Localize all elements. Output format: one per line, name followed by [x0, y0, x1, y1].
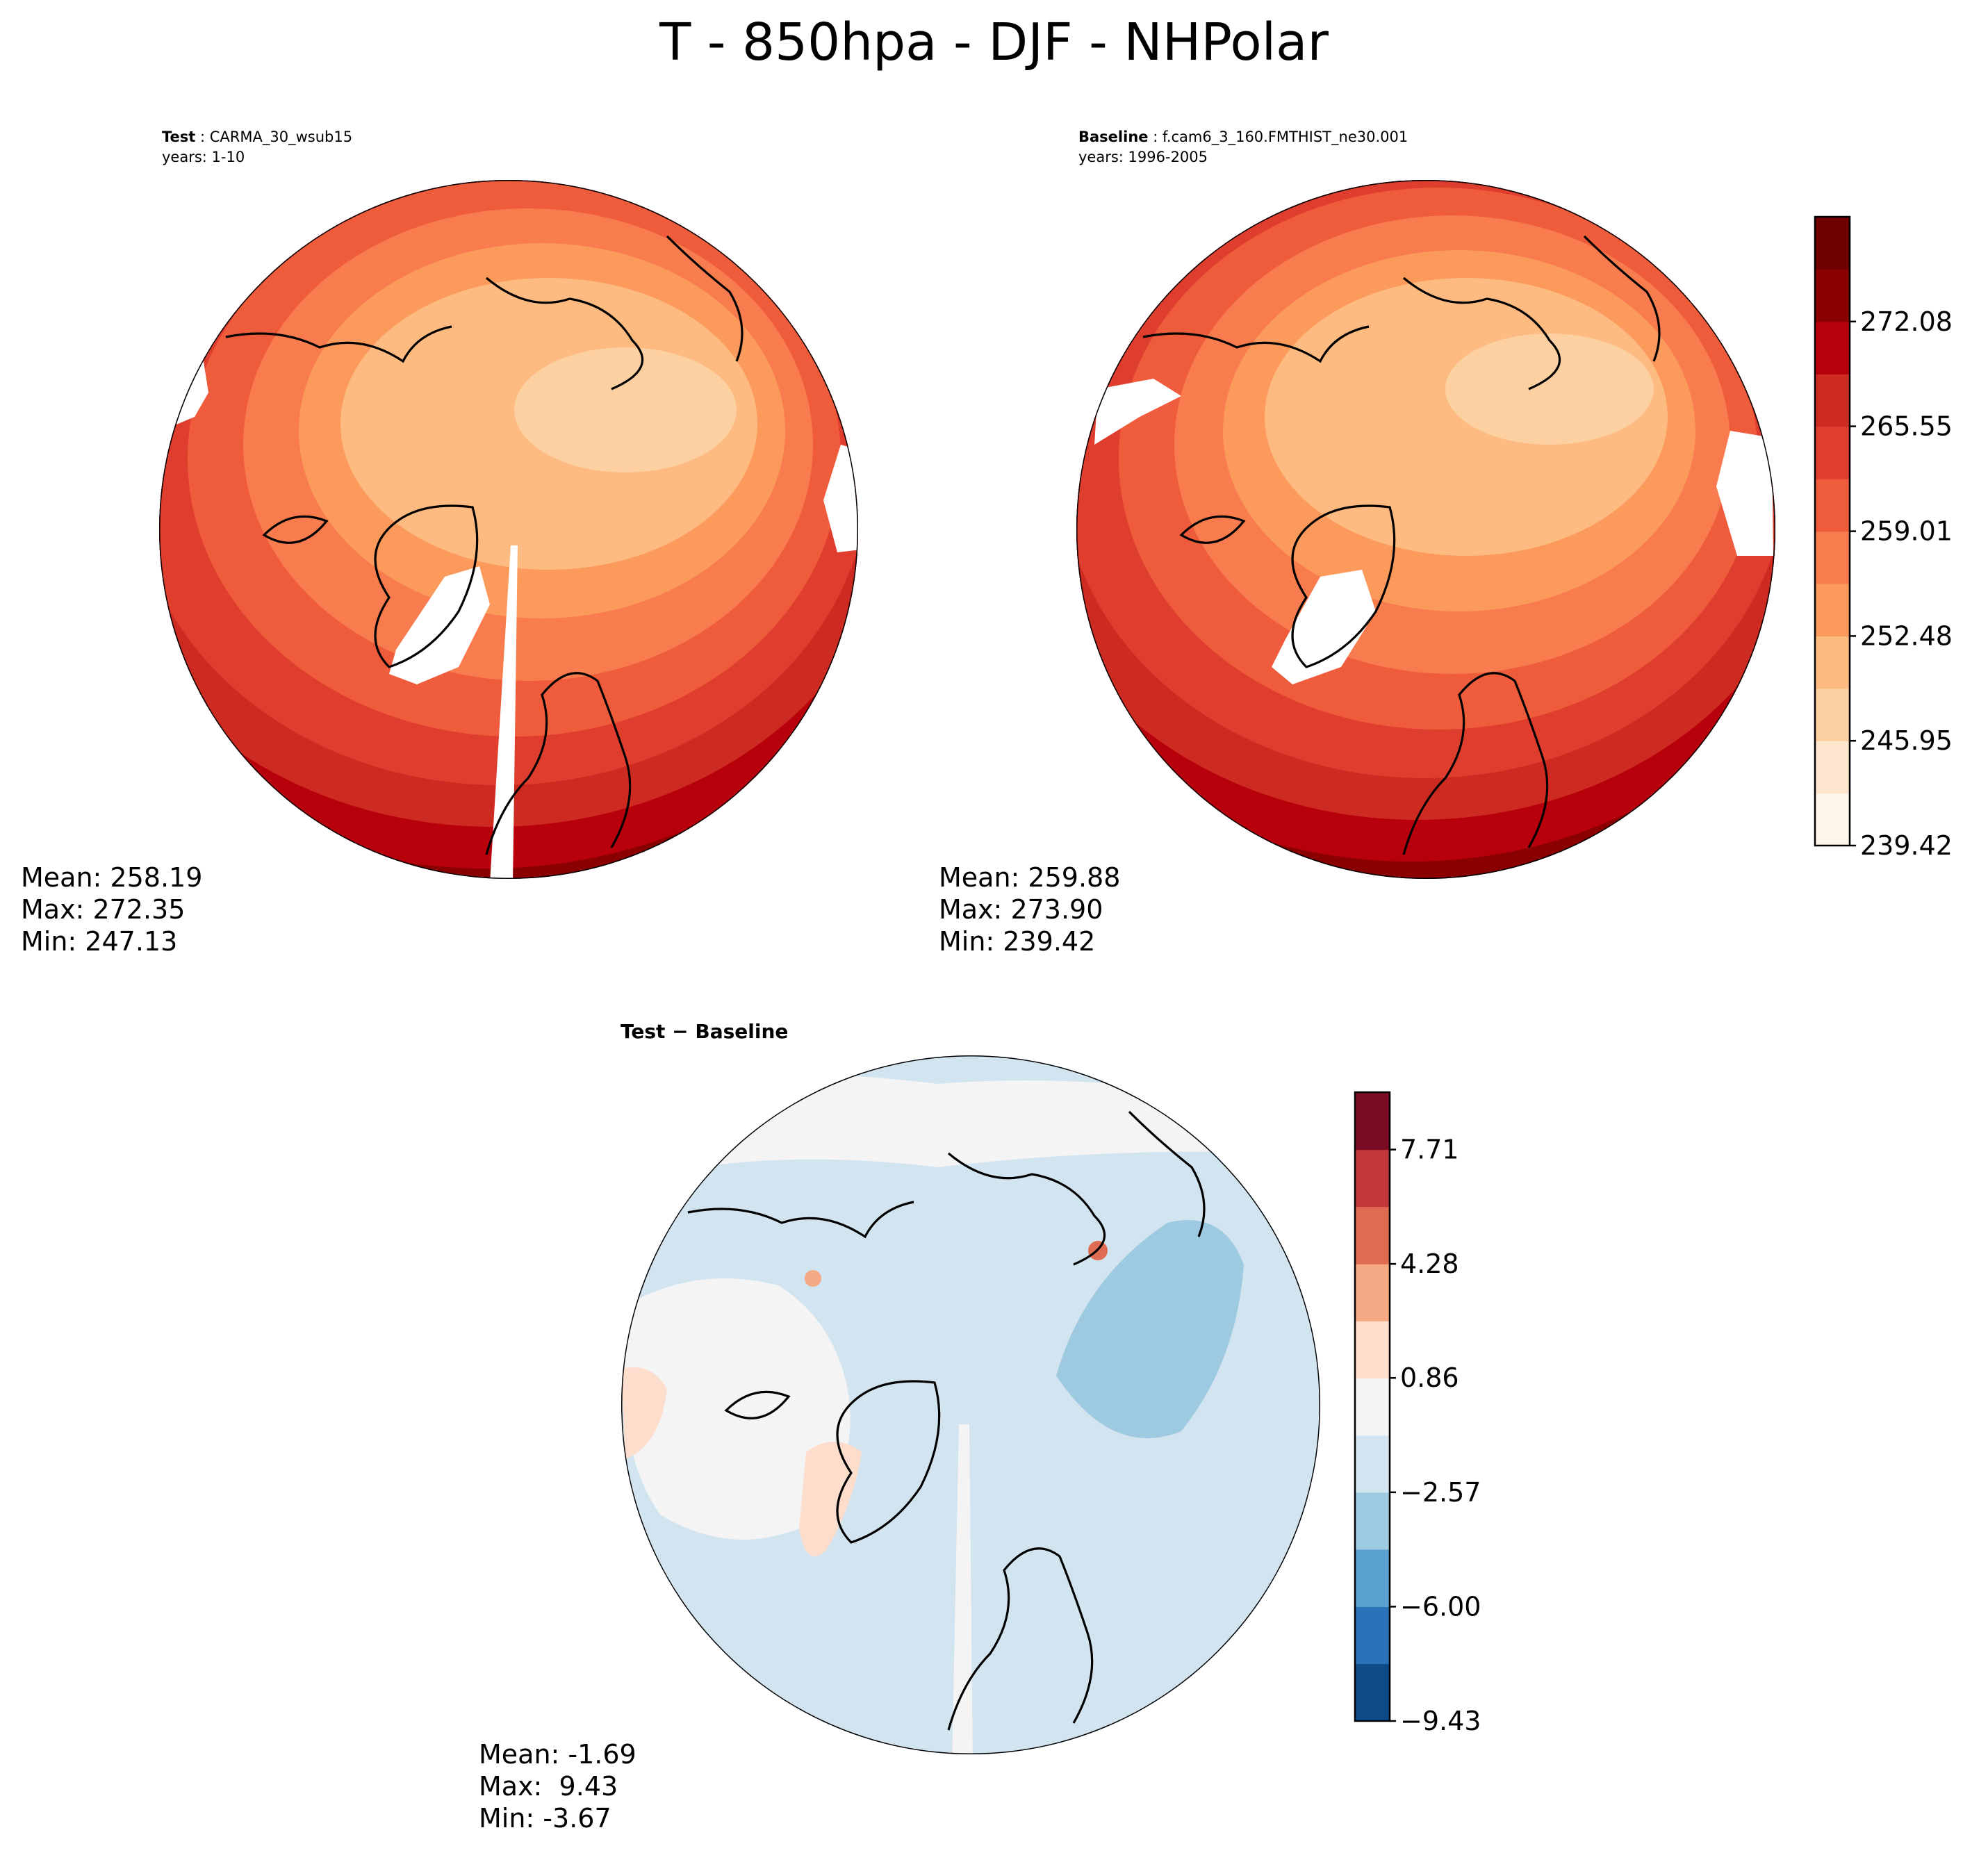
baseline-colorbar-tick-label: 272.08: [1860, 306, 1953, 337]
baseline-map: [1076, 180, 1775, 879]
diff-colorbar-frame: [1354, 1091, 1391, 1722]
diff-colorbar-segment: [1355, 1492, 1390, 1550]
test-max: Max: 272.35: [21, 894, 186, 925]
diff-colorbar-segment: [1355, 1092, 1390, 1151]
diff-stats: Mean: -1.69 Max: 9.43 Min: -3.67: [479, 1738, 636, 1834]
diff-colorbar-segment: [1355, 1378, 1390, 1436]
baseline-coastlines: [1142, 235, 1661, 855]
diff-min: Min: -3.67: [479, 1803, 611, 1834]
baseline-panel-title: Baseline : f.cam6_3_160.FMTHIST_ne30.001…: [1078, 127, 1408, 167]
diff-colorbar-segment: [1355, 1435, 1390, 1493]
test-stats: Mean: 258.19 Max: 272.35 Min: 247.13: [21, 862, 202, 957]
diff-max: Max: 9.43: [479, 1771, 618, 1802]
test-min: Min: 247.13: [21, 926, 178, 957]
diff-colorbar-segment: [1355, 1206, 1390, 1265]
diff-colorbar-segment: [1355, 1321, 1390, 1378]
diff-colorbar: 7.71 4.28 0.86 −2.57 −6.00 −9.43: [1354, 1091, 1481, 1736]
baseline-colorbar-segment: [1815, 479, 1850, 532]
test-years: years: 1-10: [162, 149, 245, 165]
diff-colorbar-segment: [1355, 1264, 1390, 1321]
diff-warm-west: [621, 1367, 667, 1459]
diff-colorbar-tick-label: −2.57: [1400, 1477, 1481, 1508]
baseline-colorbar-segment: [1815, 583, 1850, 637]
diff-coastlines: [687, 1110, 1206, 1731]
baseline-case-name: f.cam6_3_160.FMTHIST_ne30.001: [1162, 129, 1408, 145]
baseline-colorbar-segment: [1815, 269, 1850, 322]
baseline-colorbar-segment: [1815, 321, 1850, 374]
baseline-label-sep: :: [1148, 129, 1163, 145]
baseline-years: years: 1996-2005: [1078, 149, 1208, 165]
baseline-colorbar: 272.08 265.55 259.01 252.48 245.95 239.42: [1814, 215, 1953, 861]
diff-colorbar-tick-label: 4.28: [1400, 1249, 1459, 1279]
diff-hotspot-2: [805, 1270, 821, 1287]
test-map: [159, 180, 858, 879]
diff-warm-greenland: [799, 1442, 862, 1556]
diff-seam: [952, 1424, 973, 1754]
baseline-max: Max: 273.90: [939, 894, 1103, 925]
diff-mean: Mean: -1.69: [479, 1739, 636, 1770]
diff-map: [621, 1055, 1320, 1754]
diff-colorbar-segment: [1355, 1549, 1390, 1608]
diff-colorbar-segment: [1355, 1663, 1390, 1722]
baseline-colorbar-segment: [1815, 688, 1850, 741]
baseline-min: Min: 239.42: [939, 926, 1096, 957]
baseline-colorbar-tick-label: 265.55: [1860, 411, 1953, 442]
baseline-missing-west: [1094, 379, 1181, 445]
baseline-stats: Mean: 259.88 Max: 273.90 Min: 239.42: [939, 862, 1120, 957]
test-mean: Mean: 258.19: [21, 862, 203, 893]
diff-colorbar-tick-label: 0.86: [1400, 1362, 1459, 1393]
baseline-colorbar-segment: [1815, 793, 1850, 846]
test-coastlines: [225, 235, 744, 855]
baseline-missing-east: [1716, 431, 1773, 556]
baseline-colorbar-tick-label: 259.01: [1860, 516, 1953, 547]
diff-cool-anomaly: [1056, 1220, 1244, 1438]
baseline-band-core: [1445, 333, 1654, 445]
diff-colorbar-tick-label: −6.00: [1400, 1591, 1481, 1622]
baseline-colorbar-segment: [1815, 636, 1850, 689]
diff-colorbar-segment: [1355, 1606, 1390, 1665]
diff-colorbar-tick-label: −9.43: [1400, 1706, 1481, 1736]
baseline-label: Baseline: [1078, 129, 1149, 145]
diff-colorbar-tick-label: 7.71: [1400, 1135, 1459, 1165]
test-panel-title: Test : CARMA_30_wsub15 years: 1-10: [162, 127, 352, 167]
baseline-colorbar-segment: [1815, 531, 1850, 584]
baseline-colorbar-segment: [1815, 426, 1850, 479]
diff-colorbar-segment: [1355, 1149, 1390, 1208]
test-case-name: CARMA_30_wsub15: [209, 129, 353, 145]
diff-panel-title: Test − Baseline: [621, 1020, 789, 1043]
baseline-mean: Mean: 259.88: [939, 862, 1121, 893]
baseline-colorbar-segment: [1815, 217, 1850, 270]
baseline-colorbar-segment: [1815, 741, 1850, 794]
baseline-colorbar-tick-label: 252.48: [1860, 620, 1953, 651]
diff-neutral-west: [622, 1278, 851, 1540]
baseline-colorbar-tick-label: 245.95: [1860, 725, 1953, 756]
test-label-sep: :: [195, 129, 210, 145]
figure-title: T - 850hpa - DJF - NHPolar: [659, 13, 1329, 72]
test-label: Test: [162, 129, 196, 145]
baseline-colorbar-tick-label: 239.42: [1860, 830, 1953, 861]
baseline-colorbar-segment: [1815, 374, 1850, 427]
test-band-core: [514, 347, 737, 472]
